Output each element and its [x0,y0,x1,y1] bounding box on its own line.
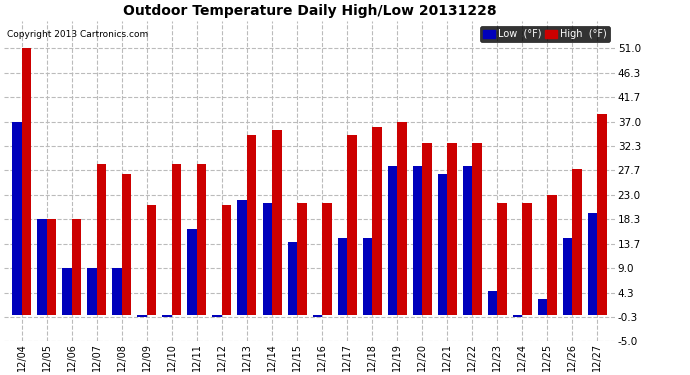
Bar [547,195,557,315]
Bar [588,213,598,315]
Bar [413,166,422,315]
Bar [213,315,222,317]
Bar [347,135,357,315]
Bar [322,203,332,315]
Legend: Low  (°F), High  (°F): Low (°F), High (°F) [480,26,610,42]
Bar [72,219,81,315]
Bar [437,174,447,315]
Bar [513,315,522,317]
Bar [97,164,106,315]
Bar [463,166,472,315]
Bar [162,315,172,317]
Bar [197,164,206,315]
Bar [488,291,497,315]
Bar [247,135,257,315]
Bar [222,206,231,315]
Bar [563,238,573,315]
Title: Outdoor Temperature Daily High/Low 20131228: Outdoor Temperature Daily High/Low 20131… [123,4,496,18]
Bar [337,238,347,315]
Bar [188,229,197,315]
Bar [598,114,607,315]
Bar [288,242,297,315]
Bar [237,200,247,315]
Bar [388,166,397,315]
Bar [172,164,181,315]
Bar [112,268,122,315]
Bar [538,300,547,315]
Bar [87,268,97,315]
Bar [522,203,532,315]
Bar [397,122,406,315]
Bar [47,219,56,315]
Bar [37,219,47,315]
Bar [147,206,157,315]
Bar [363,238,372,315]
Bar [422,142,432,315]
Bar [497,203,507,315]
Bar [297,203,306,315]
Bar [262,203,272,315]
Bar [313,315,322,317]
Bar [272,129,282,315]
Bar [122,174,131,315]
Bar [472,142,482,315]
Bar [372,127,382,315]
Bar [12,122,21,315]
Bar [573,169,582,315]
Bar [447,142,457,315]
Bar [21,48,31,315]
Text: Copyright 2013 Cartronics.com: Copyright 2013 Cartronics.com [7,30,148,39]
Bar [137,315,147,317]
Bar [62,268,72,315]
